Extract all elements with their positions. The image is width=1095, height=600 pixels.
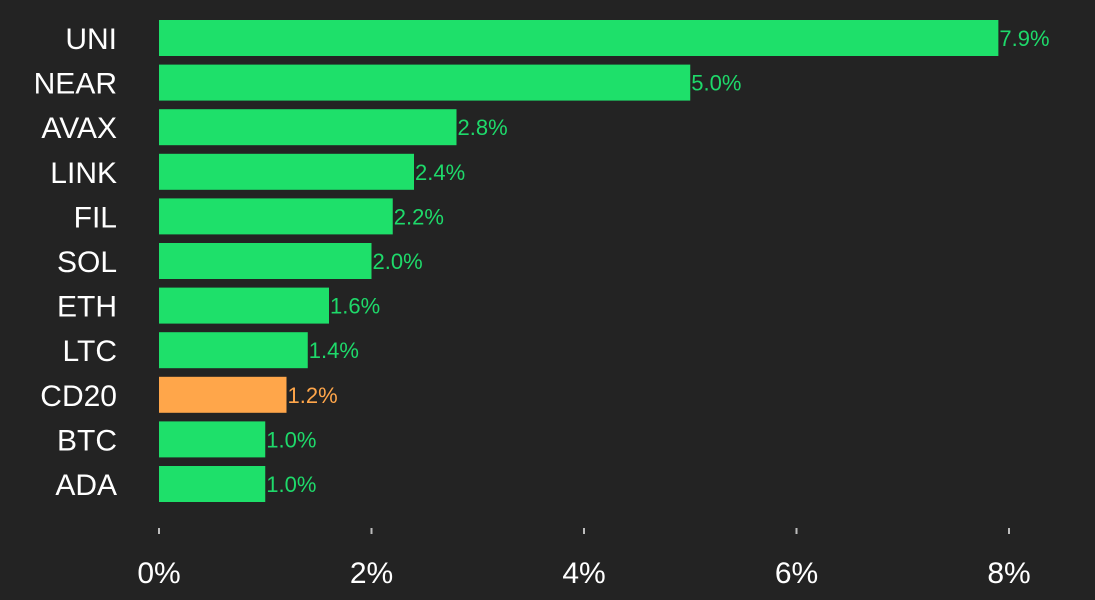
bar-btc bbox=[159, 421, 266, 458]
bar-avax bbox=[159, 109, 457, 146]
value-label-ada: 1.0% bbox=[266, 472, 316, 497]
category-label-btc: BTC bbox=[57, 424, 117, 457]
bar-fil bbox=[159, 198, 393, 235]
value-label-ltc: 1.4% bbox=[309, 338, 359, 363]
bar-near bbox=[159, 64, 691, 101]
category-label-cd20: CD20 bbox=[40, 380, 117, 413]
x-tick-label-2: 2% bbox=[350, 557, 393, 590]
value-label-fil: 2.2% bbox=[394, 204, 444, 229]
bar-cd20 bbox=[159, 376, 287, 413]
bar-link bbox=[159, 153, 414, 190]
category-label-fil: FIL bbox=[74, 201, 117, 234]
value-label-sol: 2.0% bbox=[373, 249, 423, 274]
value-label-btc: 1.0% bbox=[266, 427, 316, 452]
category-label-uni: UNI bbox=[65, 23, 117, 56]
bar-ltc bbox=[159, 332, 308, 369]
category-label-ltc: LTC bbox=[63, 335, 117, 368]
x-tick-label-4: 4% bbox=[562, 557, 605, 590]
x-tick-label-0: 0% bbox=[137, 557, 180, 590]
category-label-link: LINK bbox=[50, 157, 117, 190]
value-label-eth: 1.6% bbox=[330, 294, 380, 319]
category-label-near: NEAR bbox=[34, 68, 117, 101]
category-label-eth: ETH bbox=[57, 291, 117, 324]
x-tick-label-8: 8% bbox=[987, 557, 1030, 590]
value-label-avax: 2.8% bbox=[458, 115, 508, 140]
bar-eth bbox=[159, 287, 329, 324]
value-label-uni: 7.9% bbox=[999, 26, 1049, 51]
bar-sol bbox=[159, 243, 372, 279]
bar-ada bbox=[159, 466, 266, 502]
value-label-link: 2.4% bbox=[415, 160, 465, 185]
category-label-ada: ADA bbox=[55, 469, 117, 502]
x-tick-label-6: 6% bbox=[775, 557, 818, 590]
value-label-near: 5.0% bbox=[691, 71, 741, 96]
value-label-cd20: 1.2% bbox=[288, 383, 338, 408]
bar-uni bbox=[159, 20, 999, 56]
category-label-avax: AVAX bbox=[41, 112, 117, 145]
category-label-sol: SOL bbox=[57, 246, 117, 279]
